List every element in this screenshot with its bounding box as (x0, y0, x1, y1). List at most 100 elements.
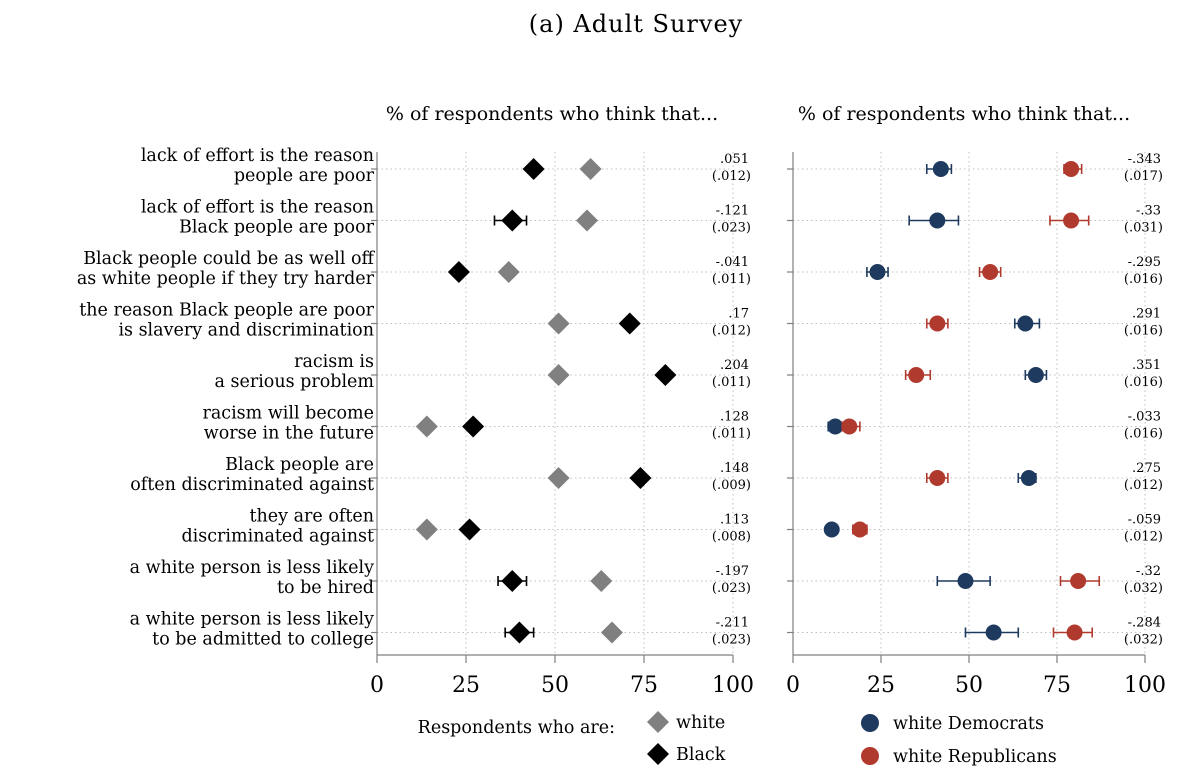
std-error-label: (.016) (1124, 427, 1163, 442)
data-point-white (547, 364, 570, 386)
row-label: to be hired (277, 578, 374, 598)
data-point-white-democrats (985, 624, 1002, 641)
row-label: often discriminated against (130, 475, 374, 495)
row-label: as white people if they try harder (77, 269, 375, 289)
row-label: racism will become (202, 404, 374, 424)
row-label: is slavery and discrimination (118, 321, 374, 341)
std-error-label: (.008) (712, 530, 751, 545)
std-error-label: (.012) (1124, 530, 1163, 545)
std-error-label: (.012) (712, 169, 751, 184)
row-label: a white person is less likely (130, 558, 374, 578)
coefficient-label: -.197 (716, 564, 749, 579)
row-label: racism is (294, 352, 374, 372)
coefficient-label: -.343 (1128, 152, 1161, 167)
row-label: Black people are (225, 455, 374, 475)
coefficient-label: .204 (720, 358, 749, 373)
data-point-white (576, 209, 599, 232)
legend-panel-1: Respondents who are: white Black (418, 711, 726, 765)
std-error-label: (.011) (712, 375, 751, 390)
coefficient-label: -.295 (1128, 255, 1161, 270)
x-tick-label: 75 (1043, 673, 1071, 698)
data-point-black (508, 621, 531, 644)
coefficient-label: .291 (1132, 307, 1161, 322)
panel-1: % of respondents who think that... 0 25 50 7… (370, 103, 754, 698)
std-error-label: (.016) (1124, 375, 1163, 390)
row-label: Black people are poor (179, 218, 375, 238)
data-point-white (497, 261, 520, 283)
legend-label: white Republicans (893, 747, 1057, 767)
data-point-white-republicans (1063, 212, 1080, 229)
x-tick-label: 100 (1124, 673, 1166, 698)
data-point-black (522, 158, 545, 180)
coefficient-label: -.041 (716, 255, 749, 270)
coefficient-label: -.211 (716, 616, 749, 631)
row-label: lack of effort is the reason (141, 146, 374, 166)
data-point-white-democrats (929, 212, 946, 229)
panel-subtitle: % of respondents who think that... (386, 103, 718, 125)
row-label: the reason Black people are poor (79, 301, 374, 321)
x-tick-label: 25 (452, 673, 480, 698)
coefficient-label: -.284 (1128, 616, 1161, 631)
data-point-white-republicans (1066, 624, 1083, 641)
std-error-label: (.023) (712, 633, 751, 648)
coefficient-label: .148 (720, 461, 749, 476)
legend-marker-diamond (647, 711, 669, 733)
coefficient-label: .051 (720, 152, 749, 167)
row-label: Black people could be as well off (83, 249, 375, 269)
row-label: people are poor (234, 166, 375, 186)
std-error-label: (.009) (712, 478, 751, 493)
std-error-label: (.016) (1124, 272, 1163, 287)
row-label: they are often (250, 507, 375, 527)
x-tick-label: 0 (370, 673, 384, 698)
data-point-black (618, 312, 641, 335)
std-error-label: (.012) (1124, 478, 1163, 493)
data-point-white-democrats (1017, 315, 1034, 332)
data-point-white (579, 158, 602, 180)
data-point-white-democrats (957, 573, 974, 589)
data-point-black (462, 415, 485, 438)
std-error-label: (.011) (712, 272, 751, 287)
data-point-white (415, 518, 438, 541)
legend-marker-circle (861, 747, 879, 765)
row-label: discriminated against (181, 527, 374, 547)
std-error-label: (.023) (712, 221, 751, 236)
std-error-label: (.032) (1124, 633, 1163, 648)
legend-marker-circle (861, 714, 879, 732)
coefficient-label: .275 (1132, 461, 1161, 476)
x-tick-label: 100 (712, 673, 754, 698)
data-point-white-republicans (841, 418, 858, 435)
row-label: a serious problem (215, 372, 375, 392)
data-point-white-democrats (1027, 367, 1044, 383)
legend-panel-2: white Democrats white Republicans (861, 714, 1057, 767)
data-point-white-republicans (1070, 573, 1087, 589)
data-point-black (629, 467, 652, 489)
legend-title: Respondents who are: (418, 718, 615, 738)
row-label: lack of effort is the reason (141, 198, 374, 218)
coefficient-label: -.033 (1128, 410, 1161, 425)
std-error-label: (.012) (712, 324, 751, 339)
data-point-white-republicans (929, 470, 946, 486)
data-point-black (654, 364, 677, 386)
data-point-white-democrats (932, 161, 949, 177)
data-point-white-republicans (929, 315, 946, 332)
x-tick-label: 75 (630, 673, 658, 698)
coefficient-label: .128 (720, 410, 749, 425)
data-point-white (547, 467, 570, 489)
coefficient-label: -.32 (1136, 564, 1161, 579)
row-label: worse in the future (204, 424, 374, 444)
legend-label: white Democrats (893, 714, 1044, 734)
data-point-black (447, 261, 470, 283)
data-point-black (501, 570, 524, 592)
data-point-black (501, 209, 524, 232)
data-point-white (590, 570, 613, 592)
coefficient-label: .351 (1132, 358, 1161, 373)
data-point-white-republicans (982, 264, 999, 280)
x-tick-label: 50 (541, 673, 569, 698)
data-point-white-republicans (851, 521, 868, 538)
panel-subtitle: % of respondents who think that... (798, 103, 1130, 125)
coefficient-label: -.33 (1136, 204, 1161, 219)
std-error-label: (.017) (1124, 169, 1163, 184)
data-point-white (600, 621, 623, 644)
